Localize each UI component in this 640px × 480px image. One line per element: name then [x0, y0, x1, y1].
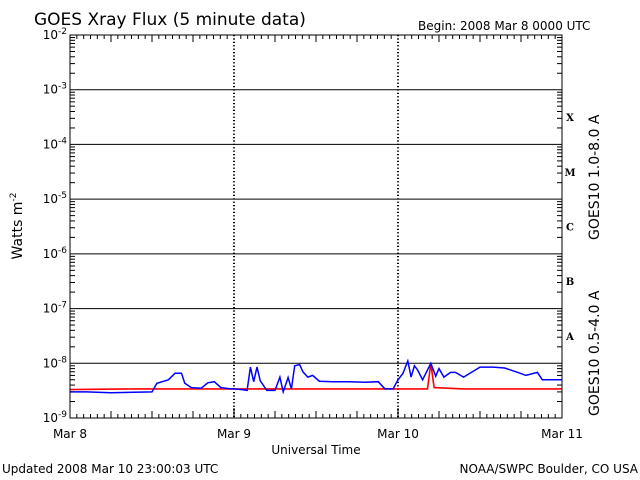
y-tick-exponent: -8 — [58, 355, 67, 365]
y-axis-label: Watts m-2 — [9, 193, 26, 260]
y-axis-label-text: Watts m — [10, 202, 26, 260]
x-tick-label: Mar 10 — [377, 427, 419, 441]
x-tick-label: Mar 11 — [541, 427, 583, 441]
y-tick-base: 10 — [43, 192, 58, 206]
y-tick-base: 10 — [43, 28, 58, 42]
x-tick-label: Mar 9 — [217, 427, 251, 441]
series-line-goes10-long — [69, 363, 562, 391]
flare-class-label: X — [566, 113, 574, 124]
flare-class-labels: A B C M X — [564, 113, 575, 343]
x-tick-label: Mar 8 — [53, 427, 87, 441]
flare-class-label: C — [566, 223, 574, 234]
legend-goes10-long: GOES10 1.0-8.0 A — [587, 114, 603, 240]
y-tick-exponent: -6 — [58, 246, 67, 256]
y-tick-exponent: -9 — [58, 410, 67, 420]
x-axis-label: Universal Time — [271, 443, 360, 457]
y-tick-label: 10-2 — [43, 27, 67, 42]
minor-ticks — [70, 35, 562, 418]
y-tick-base: 10 — [43, 247, 58, 261]
y-tick-label: 10-9 — [43, 410, 68, 425]
y-tick-base: 10 — [43, 137, 58, 151]
y-tick-base: 10 — [43, 302, 58, 316]
y-tick-exponent: -3 — [58, 82, 67, 92]
y-tick-base: 10 — [43, 411, 58, 425]
updated-timestamp: Updated 2008 Mar 10 23:00:03 UTC — [2, 462, 218, 476]
y-axis-label-exponent: -2 — [9, 193, 19, 202]
series-lines — [69, 358, 562, 395]
chart-title: GOES Xray Flux (5 minute data) — [34, 10, 306, 30]
y-tick-base: 10 — [43, 356, 58, 370]
plot-grid — [70, 89, 562, 364]
legend-goes10-short: GOES10 0.5-4.0 A — [587, 290, 603, 416]
x-tick-labels: Mar 8 Mar 9 Mar 10 Mar 11 — [53, 427, 583, 441]
y-tick-labels: 10-910-810-710-610-510-410-310-2 — [43, 27, 68, 425]
y-tick-exponent: -7 — [58, 301, 67, 311]
y-tick-exponent: -5 — [58, 191, 67, 201]
y-tick-label: 10-6 — [43, 246, 68, 261]
flare-class-label: A — [565, 332, 574, 343]
y-tick-base: 10 — [43, 83, 58, 97]
flare-class-label: B — [566, 277, 574, 288]
source-credit: NOAA/SWPC Boulder, CO USA — [460, 462, 639, 476]
series-line-goes10-short — [70, 358, 562, 395]
y-tick-label: 10-7 — [43, 301, 67, 316]
day-dividers — [233, 35, 399, 418]
plot-frame — [69, 34, 563, 419]
y-tick-exponent: -2 — [58, 27, 67, 37]
y-tick-exponent: -4 — [58, 136, 67, 146]
y-tick-label: 10-8 — [43, 355, 68, 370]
y-tick-label: 10-5 — [43, 191, 67, 206]
y-tick-label: 10-4 — [43, 136, 68, 151]
flare-class-label: M — [564, 168, 575, 179]
begin-time-label: Begin: 2008 Mar 8 0000 UTC — [418, 19, 590, 33]
y-tick-label: 10-3 — [43, 82, 67, 97]
